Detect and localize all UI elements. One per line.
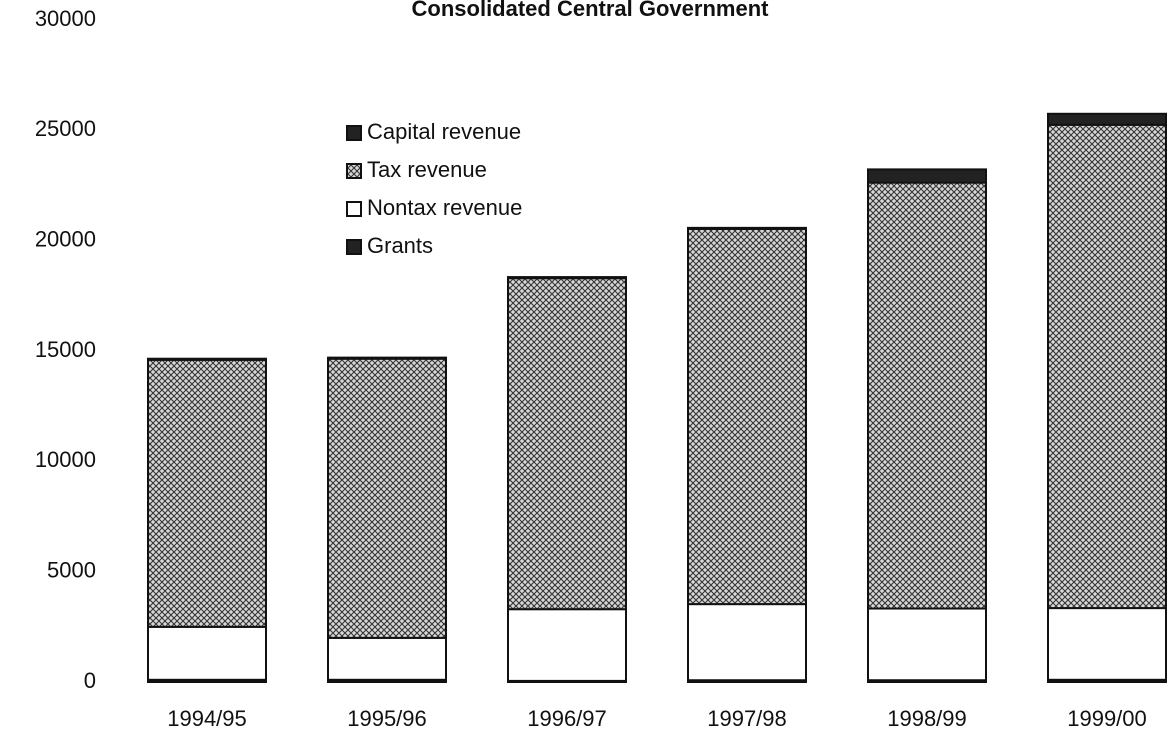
bar-segment	[147, 625, 267, 681]
bar-segment	[1047, 112, 1167, 126]
bar-segment	[327, 636, 447, 681]
x-tick-label: 1994/95	[167, 706, 247, 731]
legend-label: Grants	[367, 233, 433, 258]
x-tick-label: 1995/96	[347, 706, 427, 731]
bar-segment	[867, 607, 987, 682]
bar-segment	[507, 276, 627, 280]
bar-segment	[867, 168, 987, 184]
y-tick-label: 25000	[35, 116, 96, 141]
chart-title: Consolidated Central Government	[412, 0, 770, 21]
legend-label: Nontax revenue	[367, 195, 522, 220]
bar-segment	[507, 277, 627, 611]
legend-label: Capital revenue	[367, 119, 521, 144]
y-tick-label: 5000	[47, 557, 96, 582]
bar-segment	[867, 181, 987, 610]
y-tick-label: 30000	[35, 6, 96, 31]
bar-segment	[147, 357, 267, 361]
bar-segment	[687, 226, 807, 230]
y-tick-label: 10000	[35, 447, 96, 472]
legend-label: Tax revenue	[367, 157, 487, 182]
x-tick-label: 1997/98	[707, 706, 787, 731]
bar-segment	[687, 603, 807, 682]
legend-swatch	[346, 163, 362, 179]
bar-segment	[507, 608, 627, 682]
bar-segment	[327, 357, 447, 639]
x-tick-label: 1999/00	[1067, 706, 1147, 731]
y-tick-label: 20000	[35, 226, 96, 251]
bar-segment	[1047, 123, 1167, 610]
x-tick-label: 1996/97	[527, 706, 607, 731]
x-tick-label: 1998/99	[887, 706, 967, 731]
legend-swatch	[346, 239, 362, 255]
y-tick-label: 0	[84, 668, 96, 693]
legend-swatch	[346, 201, 362, 217]
bar-segment	[327, 356, 447, 360]
bar-segment	[1047, 607, 1167, 681]
bar-segment	[687, 227, 807, 606]
legend-swatch	[346, 125, 362, 141]
y-tick-label: 15000	[35, 337, 96, 362]
bar-segment	[147, 358, 267, 628]
